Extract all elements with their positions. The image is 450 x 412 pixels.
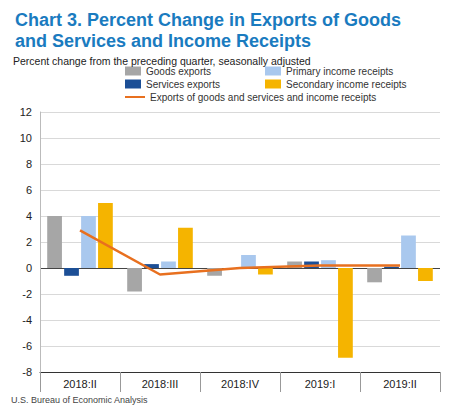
svg-text:2019:II: 2019:II [383, 378, 417, 390]
svg-text:2018:IV: 2018:IV [221, 378, 260, 390]
svg-text:-2: -2 [22, 288, 32, 300]
svg-text:10: 10 [20, 132, 32, 144]
svg-text:12: 12 [20, 106, 32, 118]
svg-text:2019:I: 2019:I [305, 378, 336, 390]
svg-text:-6: -6 [22, 340, 32, 352]
svg-text:-4: -4 [22, 314, 32, 326]
svg-text:Primary income receipts: Primary income receipts [286, 66, 393, 77]
svg-text:U.S. Bureau of Economic Analys: U.S. Bureau of Economic Analysis [11, 395, 148, 405]
svg-text:8: 8 [26, 158, 32, 170]
svg-text:and Services and Income Receip: and Services and Income Receipts [15, 31, 311, 51]
svg-text:Secondary income receipts: Secondary income receipts [286, 79, 407, 90]
svg-text:-8: -8 [22, 366, 32, 378]
svg-text:Exports of goods and services: Exports of goods and services and income… [150, 92, 376, 103]
svg-text:Chart 3. Percent Change in Exp: Chart 3. Percent Change in Exports of Go… [15, 10, 406, 30]
svg-text:2018:II: 2018:II [63, 378, 97, 390]
svg-text:4: 4 [26, 210, 32, 222]
svg-text:Goods exports: Goods exports [146, 66, 211, 77]
svg-text:0: 0 [26, 262, 32, 274]
svg-text:2: 2 [26, 236, 32, 248]
svg-text:6: 6 [26, 184, 32, 196]
svg-text:Services exports: Services exports [146, 79, 220, 90]
svg-text:2018:III: 2018:III [142, 378, 179, 390]
svg-text:Percent change from the preced: Percent change from the preceding quarte… [13, 55, 311, 67]
